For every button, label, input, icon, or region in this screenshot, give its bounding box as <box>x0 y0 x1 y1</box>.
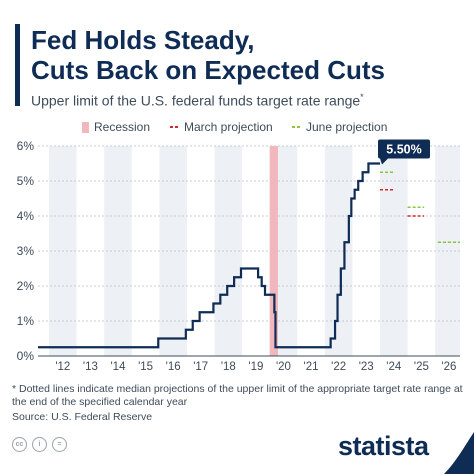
x-tick-label: '20 <box>276 361 291 373</box>
rate-step-line <box>38 162 381 349</box>
subtitle-footnote-mark: * <box>360 92 364 102</box>
callout-pointer <box>380 158 389 165</box>
recession-band <box>269 146 278 356</box>
footnote: * Dotted lines indicate median projectio… <box>12 383 463 408</box>
title-line-1: Fed Holds Steady, <box>31 25 255 55</box>
legend-march-label: March projection <box>184 120 273 134</box>
legend-recession-swatch <box>82 122 89 133</box>
subtitle-text: Upper limit of the U.S. federal funds ta… <box>31 92 361 109</box>
source-note: Source: U.S. Federal Reserve <box>12 411 153 423</box>
title-accent-bar <box>15 24 20 106</box>
y-tick-label: 4% <box>17 209 35 223</box>
y-tick-label: 6% <box>17 139 35 153</box>
y-tick-label: 0% <box>17 349 35 363</box>
x-tick-label: '16 <box>166 361 181 373</box>
x-tick-label: '26 <box>441 361 456 373</box>
y-tick-label: 3% <box>17 244 35 258</box>
x-tick-label: '15 <box>138 361 153 373</box>
x-tick-label: '21 <box>304 361 319 373</box>
x-tick-label: '12 <box>55 361 70 373</box>
x-tick-label: '25 <box>414 361 429 373</box>
brand-logo-text[interactable]: statista <box>338 431 429 461</box>
legend: Recession March projection June projection <box>82 120 387 134</box>
y-tick-label: 2% <box>17 279 35 293</box>
axes: 0% 1% 2% 3% 4% 5% 6% '12 '13 '14 '15 '16 '17 '18 '19 '2… <box>17 139 460 373</box>
x-tick-label: '22 <box>331 361 346 373</box>
x-tick-label: '17 <box>193 361 208 373</box>
info-icon[interactable]: i <box>32 437 47 452</box>
value-callout: 5.50% <box>378 139 431 165</box>
cc-icon[interactable]: cc <box>12 437 27 452</box>
chart-title: Fed Holds Steady, Cuts Back on Expected … <box>31 25 385 85</box>
chart-subtitle: Upper limit of the U.S. federal funds ta… <box>31 92 364 109</box>
callout-label: 5.50% <box>386 143 421 157</box>
recession-shading <box>269 146 278 356</box>
projection-lines <box>380 171 460 244</box>
y-tick-label: 5% <box>17 174 35 188</box>
x-tick-label: '18 <box>221 361 236 373</box>
title-line-2: Cuts Back on Expected Cuts <box>31 55 385 85</box>
x-tick-label: '23 <box>359 361 374 373</box>
x-tick-label: '24 <box>386 361 402 373</box>
callout-box <box>378 139 431 159</box>
x-tick-label: '19 <box>248 361 263 373</box>
brand-mark-icon <box>434 422 474 474</box>
series-lines <box>38 162 381 349</box>
x-tick-label: '14 <box>110 361 126 373</box>
x-tick-label: '13 <box>83 361 98 373</box>
legend-june-label: June projection <box>306 120 387 134</box>
y-tick-label: 1% <box>17 314 35 328</box>
license-icons: cc i = <box>12 437 67 452</box>
equals-icon[interactable]: = <box>52 437 67 452</box>
legend-recession-label: Recession <box>94 120 150 134</box>
